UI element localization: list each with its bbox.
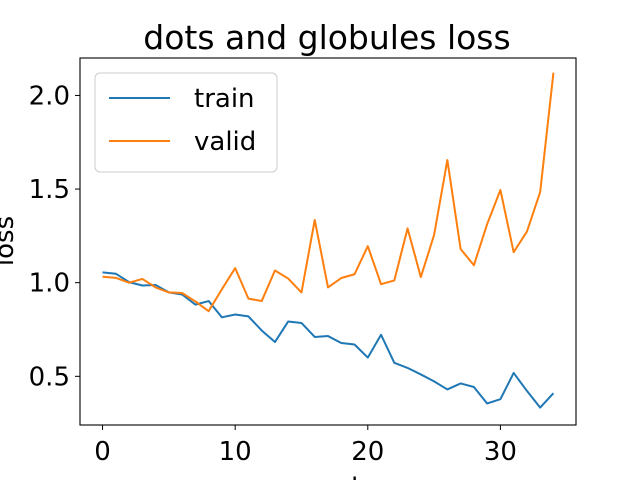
x-axis-ticks: 0 10 20 30 <box>94 425 517 467</box>
chart-title: dots and globules loss <box>143 18 510 57</box>
y-tick-label: 1.5 <box>29 175 70 205</box>
x-tick-label: 30 <box>484 437 517 467</box>
y-axis-ticks: 0.5 1.0 1.5 2.0 <box>29 81 80 392</box>
x-axis-label: epoch <box>288 473 367 480</box>
legend-label-train: train <box>194 84 255 114</box>
legend: train valid <box>94 72 278 173</box>
series-line-valid <box>102 72 555 313</box>
plot-lines <box>102 72 555 409</box>
x-tick-label: 20 <box>351 437 384 467</box>
y-tick-label: 1.0 <box>29 269 70 299</box>
y-axis-label: loss <box>0 216 20 266</box>
legend-label-valid: valid <box>194 127 256 157</box>
x-tick-label: 10 <box>219 437 252 467</box>
x-tick-label: 0 <box>94 437 111 467</box>
y-tick-label: 2.0 <box>29 81 70 111</box>
plot-frame <box>79 57 577 426</box>
y-tick-label: 0.5 <box>29 362 70 392</box>
